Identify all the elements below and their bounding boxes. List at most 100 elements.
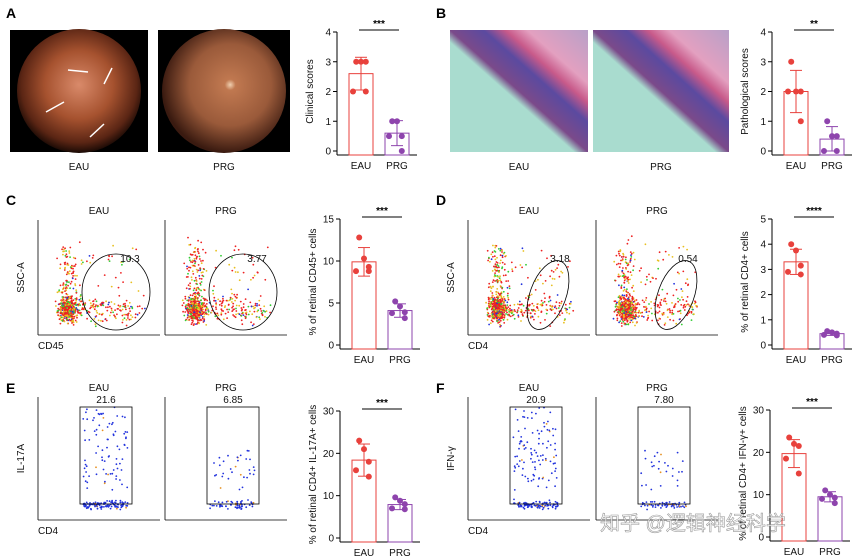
data-point (786, 434, 793, 441)
y-axis-label: % of retinal CD4+ IFN-γ+ cells (738, 406, 749, 541)
data-point (389, 505, 395, 512)
y-axis-label: % of retinal CD4+ cells (740, 231, 751, 332)
y-tick-label: 30 (323, 407, 335, 418)
data-point (365, 473, 372, 480)
data-point (356, 234, 363, 241)
y-tick-label: 4 (325, 28, 331, 39)
gate-percentage: 6.85 (223, 395, 243, 406)
y-axis-label: IFN-γ (446, 446, 457, 470)
significance-label: *** (376, 206, 388, 217)
data-point (353, 58, 360, 65)
gate-percentage: 0.54 (678, 254, 698, 265)
x-tick-label: PRG (386, 161, 408, 172)
panel-label-a: A (6, 5, 16, 21)
fundus-image-prg (162, 29, 286, 153)
data-point (831, 494, 838, 501)
data-point (833, 133, 840, 140)
significance-label: *** (373, 19, 385, 30)
data-point (350, 88, 356, 95)
histology-image-eau (450, 30, 588, 152)
gate (509, 406, 563, 505)
bar-chart-a: 0 1 2 3 4 Clinical scores EAU PRG *** (305, 19, 417, 172)
data-point (365, 268, 372, 275)
y-tick-label: 3 (760, 265, 766, 276)
y-axis-label: Pathological scores (740, 48, 751, 135)
group-title: EAU (519, 206, 540, 217)
y-tick-label: 20 (323, 449, 335, 460)
gate-percentage: 10.3 (120, 254, 140, 265)
y-tick-label: 5 (328, 299, 334, 310)
y-tick-label: 10 (753, 490, 765, 501)
y-axis-label: % of retinal CD45+ cells (308, 229, 319, 336)
bar-chart-c: 0 5 10 15 % of retinal CD45+ cells EAU PRG *** (308, 206, 420, 366)
significance-label: **** (806, 206, 822, 217)
data-point (362, 88, 369, 95)
data-point (386, 133, 392, 140)
significance-label: ** (810, 19, 818, 30)
y-tick-label: 0 (760, 147, 766, 158)
data-point (389, 310, 395, 317)
gate (79, 406, 133, 505)
gate (637, 406, 691, 505)
y-tick-label: 1 (760, 117, 766, 128)
data-point (361, 255, 367, 262)
data-point (797, 271, 804, 278)
bar-chart-b: 0 1 2 3 4 Pathological scores EAU PRG ** (740, 19, 852, 172)
image-label-prg: PRG (650, 162, 672, 173)
data-point (819, 495, 825, 502)
data-point (829, 133, 835, 140)
y-tick-label: 5 (760, 215, 766, 226)
gate-percentage: 3.18 (550, 254, 570, 265)
gate-percentage: 7.80 (654, 395, 674, 406)
data-point (821, 331, 827, 338)
data-point (353, 268, 359, 275)
gate (81, 253, 151, 331)
group-title: PRG (215, 206, 237, 217)
data-point (833, 148, 840, 154)
flow-plot-eau: EAU 3.18 (467, 206, 590, 336)
y-tick-label: 15 (323, 215, 335, 226)
y-tick-label: 10 (323, 491, 335, 502)
data-point (822, 487, 829, 494)
y-tick-label: 2 (760, 87, 766, 98)
y-tick-label: 0 (328, 341, 334, 352)
group-title: PRG (646, 383, 668, 394)
data-point (389, 118, 396, 125)
x-tick-label: EAU (786, 355, 807, 366)
gate-percentage: 20.9 (526, 395, 546, 406)
image-label-prg: PRG (213, 162, 235, 173)
flow-plot-prg: PRG 3.77 (164, 206, 287, 336)
data-point (788, 58, 795, 65)
y-tick-label: 2 (760, 290, 766, 301)
data-point (783, 455, 789, 462)
data-point (365, 458, 372, 465)
y-tick-label: 10 (323, 257, 335, 268)
flow-plot-prg: PRG 0.54 (595, 206, 718, 336)
x-tick-label: PRG (389, 355, 411, 366)
y-tick-label: 0 (760, 341, 766, 352)
y-tick-label: 1 (325, 117, 331, 128)
data-point (362, 58, 369, 65)
data-point (785, 88, 791, 95)
data-point (401, 506, 408, 513)
data-point (797, 88, 804, 95)
data-point (398, 148, 405, 154)
y-tick-label: 0 (758, 533, 764, 544)
data-point (392, 494, 399, 501)
x-tick-label: EAU (351, 161, 372, 172)
x-tick-label: EAU (354, 355, 375, 366)
fundus-image-eau (17, 29, 141, 153)
panel-label-f: F (436, 380, 445, 396)
data-point (397, 497, 403, 504)
gate-percentage: 21.6 (96, 395, 116, 406)
y-tick-label: 20 (753, 448, 765, 459)
group-title: PRG (215, 383, 237, 394)
data-point (793, 247, 799, 254)
x-tick-label: EAU (786, 161, 807, 172)
y-tick-label: 3 (325, 57, 331, 68)
image-label-eau: EAU (69, 162, 90, 173)
panel-label-c: C (6, 192, 16, 208)
